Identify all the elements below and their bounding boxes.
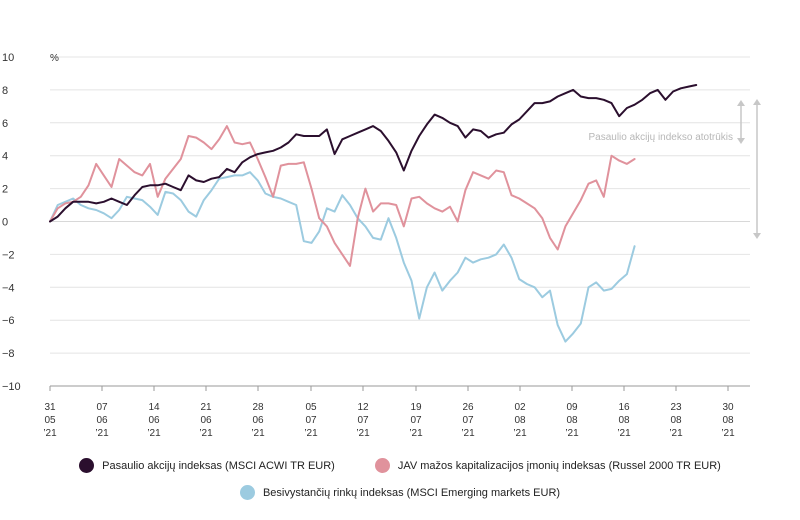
x-tick-day: 12	[357, 402, 369, 413]
grid	[50, 56, 750, 387]
legend-row-1: Pasaulio akcijų indeksas (MSCI ACWI TR E…	[0, 458, 800, 473]
x-tick-year: ’21	[95, 428, 109, 439]
x-tick-year: ’21	[147, 428, 161, 439]
chart-svg: 10 8 6 4 2 0 −2 −4 −6 −8 −10% 31 05 ’21 07 06 ’21 14 06 ’21…	[2, 52, 761, 439]
y-tick-label: 0	[2, 217, 8, 229]
x-tick-month: 07	[305, 415, 317, 426]
x-tick-day: 30	[722, 402, 734, 413]
legend-label-russell: JAV mažos kapitalizacijos įmonių indeksa…	[397, 459, 721, 472]
series-line-1	[49, 125, 636, 267]
x-tick-year: ’21	[43, 428, 57, 439]
y-tick-label: 2	[2, 184, 8, 196]
legend-item-emerging: Besivystančių rinkų indeksas (MSCI Emerg…	[239, 485, 561, 500]
y-tick-label: −6	[2, 315, 15, 327]
x-tick-year: ’21	[513, 428, 527, 439]
x-tick-year: ’21	[565, 428, 579, 439]
x-tick-year: ’21	[721, 428, 735, 439]
x-tick-year: ’21	[251, 428, 265, 439]
annotation-arrowhead-down-long	[753, 233, 761, 239]
y-tick-label: 4	[2, 151, 8, 163]
x-tick-day: 05	[305, 402, 317, 413]
x-tick-month: 05	[44, 415, 56, 426]
x-tick-day: 02	[514, 402, 526, 413]
annotation-arrowhead-down-short	[737, 138, 745, 144]
legend-row-2: Besivystančių rinkų indeksas (MSCI Emerg…	[0, 485, 800, 500]
x-tick-month: 08	[722, 415, 734, 426]
x-tick-month: 08	[514, 415, 526, 426]
legend-label-world: Pasaulio akcijų indeksas (MSCI ACWI TR E…	[102, 459, 335, 472]
y-tick-label: −4	[2, 282, 15, 294]
x-tick-month: 08	[670, 415, 682, 426]
x-tick-month: 07	[357, 415, 369, 426]
legend-swatch-world	[79, 458, 95, 473]
x-tick-day: 14	[148, 402, 160, 413]
y-tick-label: 10	[2, 52, 14, 64]
x-tick-year: ’21	[304, 428, 318, 439]
x-tick-day: 21	[200, 402, 212, 413]
x-tick-month: 07	[462, 415, 474, 426]
x-tick-year: ’21	[356, 428, 370, 439]
x-tick-day: 28	[252, 402, 264, 413]
annotation-arrowhead-up-short	[737, 100, 745, 106]
legend-label-emerging: Besivystančių rinkų indeksas (MSCI Emerg…	[262, 486, 561, 499]
y-tick-label: 6	[2, 118, 8, 130]
y-tick-label: 8	[2, 85, 8, 97]
x-tick-month: 07	[410, 415, 422, 426]
x-tick-month: 06	[252, 415, 264, 426]
x-tick-month: 08	[618, 415, 630, 426]
x-tick-month: 08	[566, 415, 578, 426]
x-tick-year: ’21	[669, 428, 683, 439]
legend-swatch-emerging	[239, 485, 255, 500]
annotation-arrowhead-up-long	[753, 99, 761, 105]
x-tick-year: ’21	[409, 428, 423, 439]
x-tick-day: 07	[96, 402, 108, 413]
axes: 10 8 6 4 2 0 −2 −4 −6 −8 −10% 31 05 ’21 07 06 ’21 14 06 ’21…	[2, 52, 750, 439]
x-tick-day: 26	[462, 402, 474, 413]
series-lines	[49, 84, 698, 343]
x-tick-year: ’21	[199, 428, 213, 439]
legend-item-russell: JAV mažos kapitalizacijos įmonių indeksa…	[374, 458, 721, 473]
y-tick-label: −8	[2, 348, 15, 360]
x-tick-day: 16	[618, 402, 630, 413]
y-axis-label: %	[50, 53, 59, 64]
legend-item-world: Pasaulio akcijų indeksas (MSCI ACWI TR E…	[79, 458, 335, 473]
y-tick-label: −2	[2, 249, 15, 261]
x-tick-year: ’21	[461, 428, 475, 439]
annotation-label: Pasaulio akcijų indekso atotrūkis	[588, 132, 733, 143]
x-tick-day: 19	[410, 402, 422, 413]
y-tick-label: −10	[2, 381, 21, 393]
x-tick-year: ’21	[617, 428, 631, 439]
x-tick-day: 09	[566, 402, 578, 413]
legend-swatch-russell	[374, 458, 390, 473]
series-line-0	[49, 84, 698, 223]
annotation: Pasaulio akcijų indekso atotrūkis	[588, 99, 761, 239]
x-tick-month: 06	[148, 415, 160, 426]
x-tick-month: 06	[200, 415, 212, 426]
series-line-2	[49, 171, 636, 343]
x-tick-month: 06	[96, 415, 108, 426]
x-tick-day: 31	[44, 402, 56, 413]
x-tick-day: 23	[670, 402, 682, 413]
